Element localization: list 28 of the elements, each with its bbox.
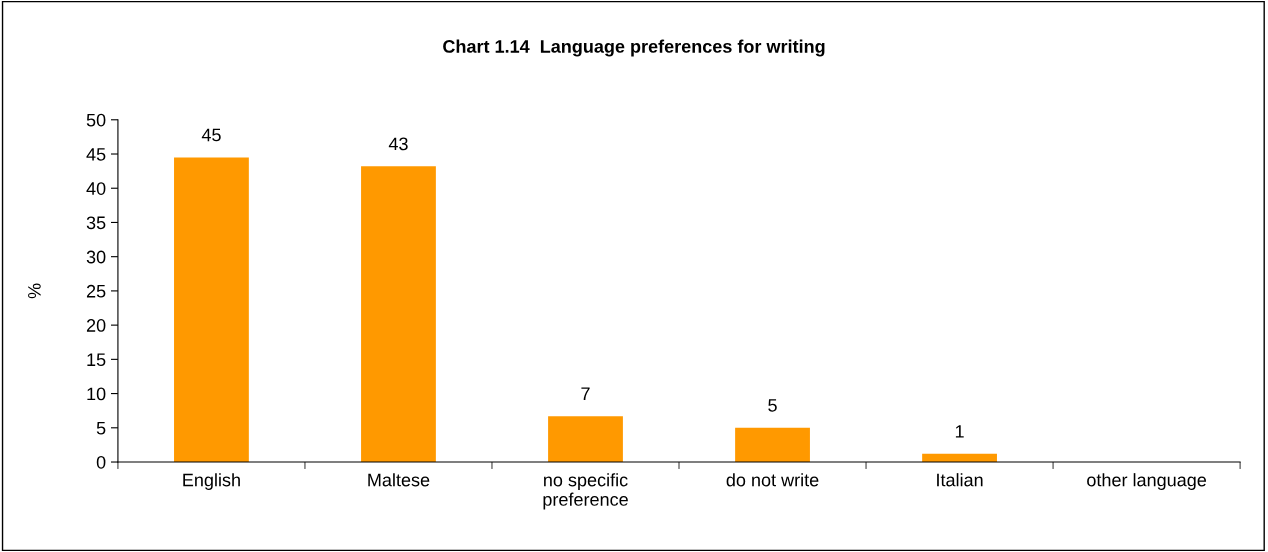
data-label: 43	[388, 137, 408, 151]
y-tick-label: 25	[86, 284, 106, 298]
y-tick-label: 35	[86, 216, 106, 230]
y-tick-label: 15	[87, 353, 106, 367]
x-tick-label: other language	[1087, 473, 1207, 490]
y-tick-label: 45	[86, 148, 106, 161]
data-label: 45	[201, 128, 221, 142]
x-tick-label: no specific preference	[543, 473, 628, 510]
x-tick-label: do not write	[726, 473, 819, 487]
data-label: 5	[768, 399, 777, 412]
chart-title: Chart 1.14 Language preferences for writing	[443, 39, 825, 57]
y-tick-label: 40	[86, 182, 106, 195]
x-tick-label: Maltese	[368, 473, 430, 487]
y-tick-label: 0	[96, 455, 106, 469]
data-label: 1	[955, 425, 964, 438]
bar	[548, 416, 623, 463]
y-tick-label: 20	[86, 319, 106, 332]
y-axis-title: %	[28, 283, 41, 299]
bar	[174, 157, 249, 463]
y-tick-label: 5	[96, 421, 106, 435]
bar	[735, 427, 810, 463]
y-tick-label: 30	[86, 250, 106, 264]
data-label: 7	[581, 387, 590, 400]
bar	[361, 166, 436, 463]
y-tick-label: 50	[86, 113, 106, 127]
x-tick-label: Italian	[937, 473, 983, 487]
x-tick-label: English	[183, 473, 240, 490]
y-tick-label: 10	[87, 387, 106, 401]
